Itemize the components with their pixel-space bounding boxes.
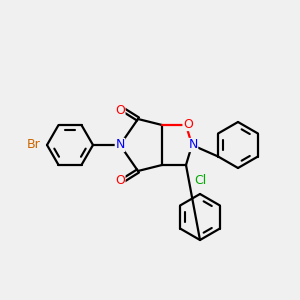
Text: Br: Br [26, 139, 40, 152]
Text: Cl: Cl [194, 174, 206, 187]
Text: N: N [115, 139, 125, 152]
Text: O: O [115, 173, 125, 187]
Text: N: N [188, 139, 198, 152]
Text: O: O [115, 103, 125, 116]
Text: O: O [183, 118, 193, 130]
